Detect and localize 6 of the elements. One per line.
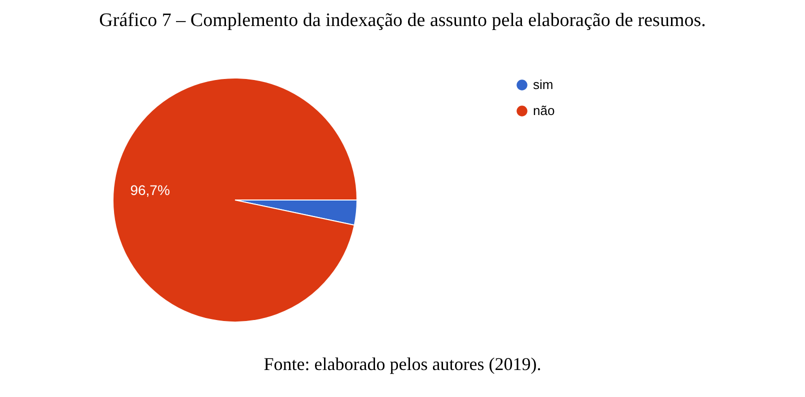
chart-title: Gráfico 7 – Complemento da indexação de assunto pela elaboração de resumos. bbox=[99, 10, 706, 31]
pie-slice bbox=[112, 78, 358, 322]
legend-label: não bbox=[533, 103, 555, 118]
source-note: Fonte: elaborado pelos autores (2019). bbox=[264, 354, 542, 374]
data-label: 96,7% bbox=[130, 182, 170, 198]
legend-label: sim bbox=[533, 77, 554, 92]
